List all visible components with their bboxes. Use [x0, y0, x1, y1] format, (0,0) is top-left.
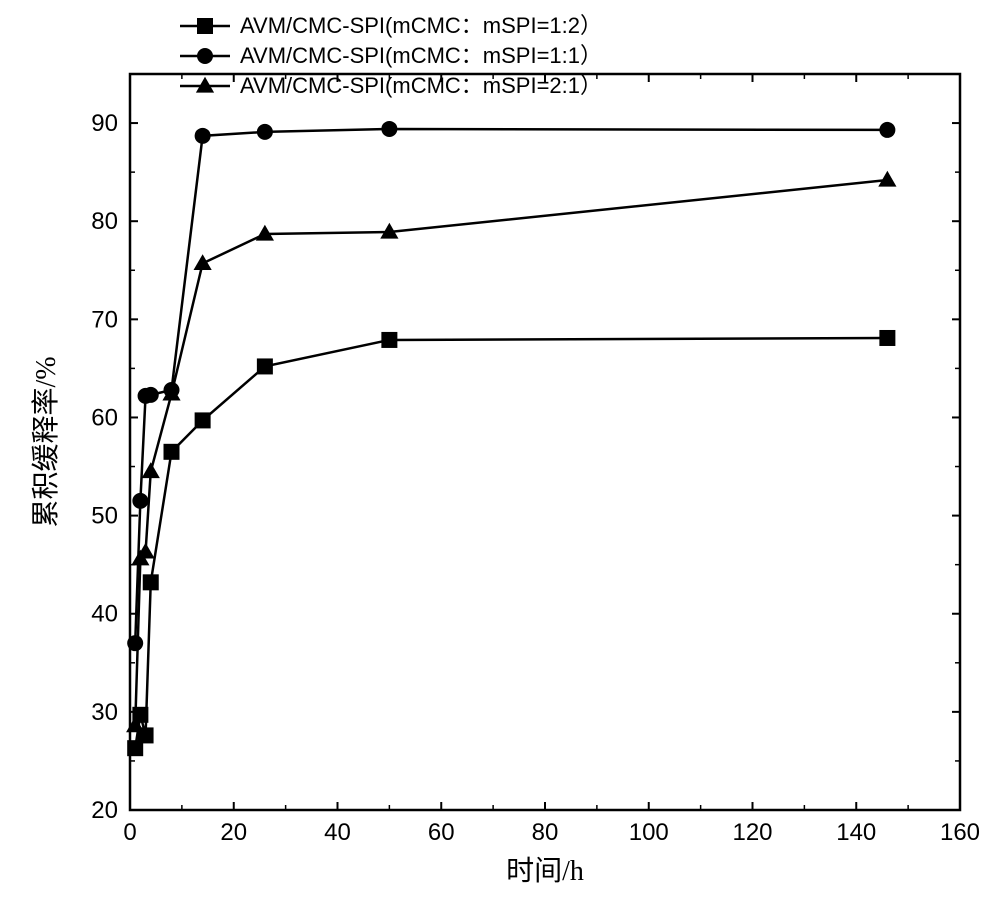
legend-label: AVM/CMC-SPI(mCMC：mSPI=1:1）: [240, 43, 602, 68]
y-axis-title: 累积缓释率/%: [30, 356, 62, 527]
legend-label: AVM/CMC-SPI(mCMC：mSPI=2:1）: [240, 73, 602, 98]
y-tick-label: 90: [91, 110, 118, 137]
x-tick-label: 120: [732, 819, 772, 846]
x-axis-title: 时间/h: [506, 855, 584, 887]
marker-triangle: [878, 171, 896, 187]
marker-circle: [143, 387, 159, 403]
marker-square: [164, 444, 180, 460]
release-rate-chart: 0204060801001201401602030405060708090时间/…: [0, 0, 1000, 908]
y-tick-label: 40: [91, 601, 118, 628]
chart-svg: 0204060801001201401602030405060708090时间/…: [0, 0, 1000, 908]
marker-triangle: [142, 462, 160, 478]
marker-square: [195, 412, 211, 428]
series-line-s3: [135, 180, 887, 726]
marker-square: [879, 330, 895, 346]
x-tick-label: 140: [836, 819, 876, 846]
x-tick-label: 100: [629, 819, 669, 846]
x-tick-label: 0: [123, 819, 136, 846]
x-tick-label: 40: [324, 819, 351, 846]
marker-triangle: [196, 77, 214, 93]
marker-square: [143, 574, 159, 590]
x-tick-label: 20: [220, 819, 247, 846]
legend-label: AVM/CMC-SPI(mCMC：mSPI=1:2）: [240, 13, 602, 38]
y-tick-label: 60: [91, 404, 118, 431]
y-tick-label: 80: [91, 208, 118, 235]
x-tick-label: 80: [532, 819, 559, 846]
x-tick-label: 160: [940, 819, 980, 846]
marker-circle: [197, 48, 213, 64]
y-tick-label: 50: [91, 503, 118, 530]
marker-square: [257, 358, 273, 374]
marker-triangle: [194, 254, 212, 270]
y-tick-label: 20: [91, 797, 118, 824]
marker-circle: [132, 493, 148, 509]
marker-circle: [381, 121, 397, 137]
series-line-s2: [135, 129, 887, 643]
marker-circle: [127, 635, 143, 651]
series-line-s1: [135, 338, 887, 748]
marker-square: [197, 18, 213, 34]
marker-square: [381, 332, 397, 348]
x-tick-label: 60: [428, 819, 455, 846]
y-tick-label: 30: [91, 699, 118, 726]
y-tick-label: 70: [91, 306, 118, 333]
marker-circle: [879, 122, 895, 138]
marker-circle: [195, 128, 211, 144]
marker-circle: [257, 124, 273, 140]
